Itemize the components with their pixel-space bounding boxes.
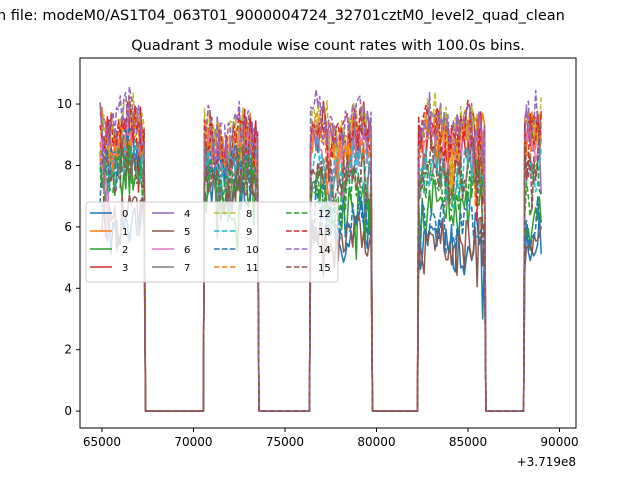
y-axis: 0 2 4 6 8 10 [57, 97, 80, 418]
legend-label-3: 3 [122, 263, 128, 274]
y-tick-label: 8 [64, 158, 72, 172]
legend-label-5: 5 [184, 227, 190, 238]
legend-label-13: 13 [318, 227, 331, 238]
x-tick-label: 70000 [174, 435, 212, 449]
x-tick-label: 85000 [449, 435, 487, 449]
legend-label-0: 0 [122, 209, 128, 220]
y-tick-label: 4 [64, 281, 72, 295]
y-tick-label: 2 [64, 343, 72, 357]
y-tick-label: 10 [57, 97, 72, 111]
y-tick-label: 6 [64, 220, 72, 234]
legend-label-6: 6 [184, 245, 190, 256]
plot-frame [79, 57, 577, 429]
legend-label-14: 14 [318, 245, 331, 256]
x-tick-label: 65000 [83, 435, 121, 449]
y-tick-label: 0 [64, 404, 72, 418]
x-tick-label: 75000 [266, 435, 304, 449]
legend-frame [85, 201, 339, 283]
legend-label-12: 12 [318, 209, 331, 220]
legend-label-15: 15 [318, 263, 331, 274]
legend-label-7: 7 [184, 263, 190, 274]
legend-label-9: 9 [246, 227, 252, 238]
x-tick-label: 90000 [540, 435, 578, 449]
legend-label-11: 11 [246, 263, 259, 274]
x-tick-label: 80000 [357, 435, 395, 449]
legend-label-8: 8 [246, 209, 252, 220]
x-axis: 65000 70000 75000 80000 85000 90000 [83, 428, 579, 449]
legend-label-10: 10 [246, 245, 259, 256]
chart-title: Quadrant 3 module wise count rates with … [131, 38, 525, 54]
legend-label-2: 2 [122, 245, 128, 256]
figure-suptitle: n file: modeM0/AS1T04_063T01_9000004724_… [0, 8, 565, 24]
x-offset-label: +3.719e8 [517, 455, 576, 469]
legend-label-1: 1 [122, 227, 128, 238]
legend-label-4: 4 [184, 209, 190, 220]
